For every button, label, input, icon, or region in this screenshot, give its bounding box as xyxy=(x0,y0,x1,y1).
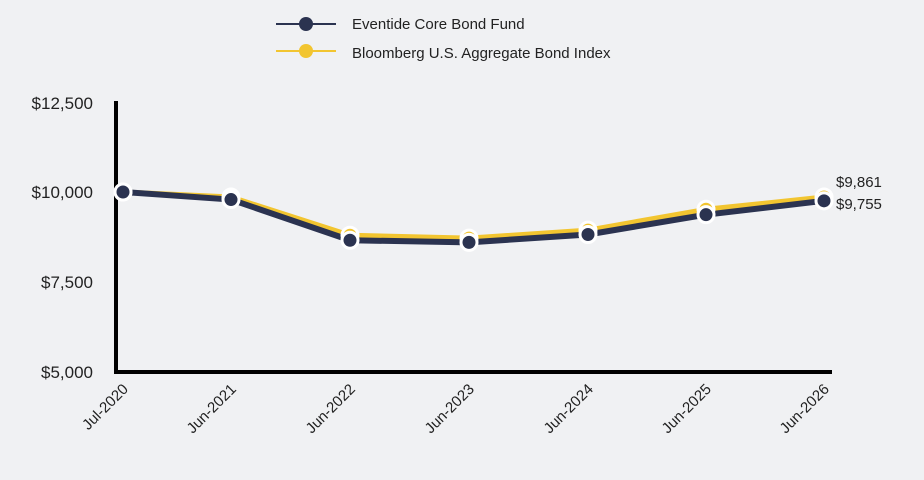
legend-label-index: Bloomberg U.S. Aggregate Bond Index xyxy=(352,45,611,62)
legend-label-fund: Eventide Core Bond Fund xyxy=(352,16,525,33)
x-tick-label: Jun-2025 xyxy=(659,381,715,437)
data-point-fund xyxy=(459,232,479,252)
data-point-fund xyxy=(578,224,598,244)
legend: Eventide Core Bond Fund Bloomberg U.S. A… xyxy=(276,16,611,62)
y-tick-label: $10,000 xyxy=(32,183,93,202)
y-tick-label: $5,000 xyxy=(41,363,93,382)
y-tick-label: $7,500 xyxy=(41,273,93,292)
y-axis-ticks: $12,500 $10,000 $7,500 $5,000 xyxy=(32,94,93,382)
data-point-fund xyxy=(340,230,360,250)
x-tick-label: Jun-2024 xyxy=(541,381,597,437)
end-label-fund: $9,755 xyxy=(836,196,882,213)
data-point-fund xyxy=(696,205,716,225)
x-tick-label: Jun-2021 xyxy=(184,381,240,437)
x-tick-label: Jul-2020 xyxy=(79,381,132,434)
data-point-fund xyxy=(113,182,133,202)
x-axis-ticks: Jul-2020 Jun-2021 Jun-2022 Jun-2023 Jun-2024… xyxy=(79,381,833,437)
y-tick-label: $12,500 xyxy=(32,94,93,113)
x-tick-label: Jun-2026 xyxy=(777,381,833,437)
data-point-fund xyxy=(221,190,241,210)
data-point-fund xyxy=(814,191,834,211)
x-tick-label: Jun-2023 xyxy=(422,381,478,437)
plot-area: $9,861 $9,755 xyxy=(113,174,882,252)
legend-marker-index xyxy=(299,44,313,58)
x-tick-label: Jun-2022 xyxy=(303,381,359,437)
legend-marker-fund xyxy=(299,17,313,31)
end-label-index: $9,861 xyxy=(836,174,882,191)
